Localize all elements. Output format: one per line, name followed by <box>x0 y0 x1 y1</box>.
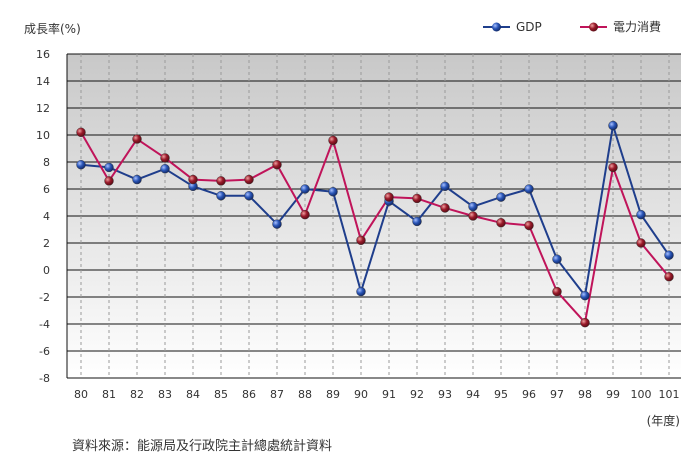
data-point-0 <box>580 290 590 301</box>
y-tick-label: 14 <box>36 75 50 88</box>
data-point-0 <box>216 191 226 201</box>
source-note: 資料來源：能源局及行政院主計總處統計資料 <box>72 438 332 454</box>
x-tick-label: 98 <box>578 388 592 401</box>
data-point-0 <box>272 219 282 229</box>
data-point-0 <box>524 184 534 194</box>
x-tick-label: 88 <box>298 388 312 401</box>
legend-item-gdp: GDP <box>483 20 542 34</box>
legend-label-gdp: GDP <box>516 20 542 34</box>
data-point-0 <box>440 181 450 192</box>
series-line-0 <box>80 124 670 297</box>
y-tick-label: -4 <box>39 318 50 331</box>
data-point-1 <box>524 220 534 231</box>
legend-marker-electricity <box>589 22 598 32</box>
x-tick-label: 89 <box>326 388 340 401</box>
x-axis-unit-label: (年度) <box>647 413 680 428</box>
data-point-1 <box>104 176 114 186</box>
y-tick-label: 16 <box>36 48 50 61</box>
x-tick-label: 100 <box>631 388 652 401</box>
x-tick-label: 96 <box>522 388 536 401</box>
x-tick-label: 84 <box>186 388 200 401</box>
data-point-0 <box>132 174 142 185</box>
data-point-0 <box>328 186 338 197</box>
data-point-0 <box>356 286 366 297</box>
y-tick-label: -6 <box>39 345 50 358</box>
data-point-1 <box>384 192 394 202</box>
x-tick-label: 91 <box>382 388 396 401</box>
y-tick-label: 4 <box>43 210 50 223</box>
data-point-1 <box>440 203 450 213</box>
data-point-1 <box>272 159 282 170</box>
x-tick-label: 87 <box>270 388 284 401</box>
x-tick-label: 90 <box>354 388 368 401</box>
x-tick-label: 101 <box>659 388 680 401</box>
data-point-0 <box>468 201 478 212</box>
y-axis-label: 成長率(%) <box>24 21 81 36</box>
data-point-0 <box>552 254 562 264</box>
y-tick-label: 12 <box>36 102 50 115</box>
series-line-1 <box>80 131 670 324</box>
data-point-1 <box>608 162 618 173</box>
y-tick-label: -2 <box>39 291 50 304</box>
data-point-1 <box>244 174 254 185</box>
data-point-1 <box>580 317 590 328</box>
data-point-1 <box>132 134 142 144</box>
y-tick-label: 2 <box>43 237 50 250</box>
data-point-1 <box>664 272 674 282</box>
x-tick-label: 83 <box>158 388 172 401</box>
data-point-1 <box>496 218 506 228</box>
x-tick-labels: 80 81 82 83 84 85 86 87 88 89 90 91 92 93 94 95 96 97 98 99… <box>74 388 680 401</box>
y-tick-labels: 16 14 12 10 8 6 4 2 0 -2 -4 -6 -8 <box>36 48 50 385</box>
series-points <box>76 120 674 328</box>
data-point-1 <box>356 235 366 246</box>
legend-marker-gdp <box>492 22 501 32</box>
y-tick-label: -8 <box>39 372 50 385</box>
x-tick-label: 81 <box>102 388 116 401</box>
data-point-1 <box>468 211 478 221</box>
data-point-1 <box>216 176 226 186</box>
x-tick-label: 93 <box>438 388 452 401</box>
x-tick-label: 80 <box>74 388 88 401</box>
data-point-1 <box>412 193 422 204</box>
series-lines <box>80 124 670 324</box>
x-tick-label: 99 <box>606 388 620 401</box>
y-tick-label: 6 <box>43 183 50 196</box>
data-point-0 <box>412 216 422 227</box>
data-point-0 <box>608 120 618 131</box>
x-tick-label: 94 <box>466 388 480 401</box>
x-tick-label: 92 <box>410 388 424 401</box>
data-point-1 <box>188 174 198 185</box>
legend: GDP 電力消費 <box>483 19 661 34</box>
data-point-0 <box>300 184 310 194</box>
x-tick-label: 97 <box>550 388 564 401</box>
y-tick-label: 0 <box>43 264 50 277</box>
data-point-1 <box>300 209 310 220</box>
grid-lines <box>66 53 681 379</box>
legend-item-electricity: 電力消費 <box>580 19 661 34</box>
data-point-0 <box>104 162 114 173</box>
y-tick-label: 10 <box>36 129 50 142</box>
data-point-1 <box>76 127 86 138</box>
y-tick-label: 8 <box>43 156 50 169</box>
data-point-1 <box>552 286 562 297</box>
x-tick-label: 82 <box>130 388 144 401</box>
legend-label-electricity: 電力消費 <box>613 19 661 34</box>
data-point-1 <box>160 153 170 163</box>
data-point-1 <box>328 135 338 146</box>
data-point-0 <box>160 164 170 174</box>
data-point-1 <box>636 238 646 248</box>
data-point-0 <box>244 191 254 201</box>
x-tick-label: 86 <box>242 388 256 401</box>
data-point-0 <box>76 159 86 170</box>
x-tick-label: 95 <box>494 388 508 401</box>
data-point-0 <box>664 250 674 260</box>
data-point-0 <box>496 192 506 202</box>
x-tick-label: 85 <box>214 388 228 401</box>
data-point-0 <box>636 209 646 220</box>
